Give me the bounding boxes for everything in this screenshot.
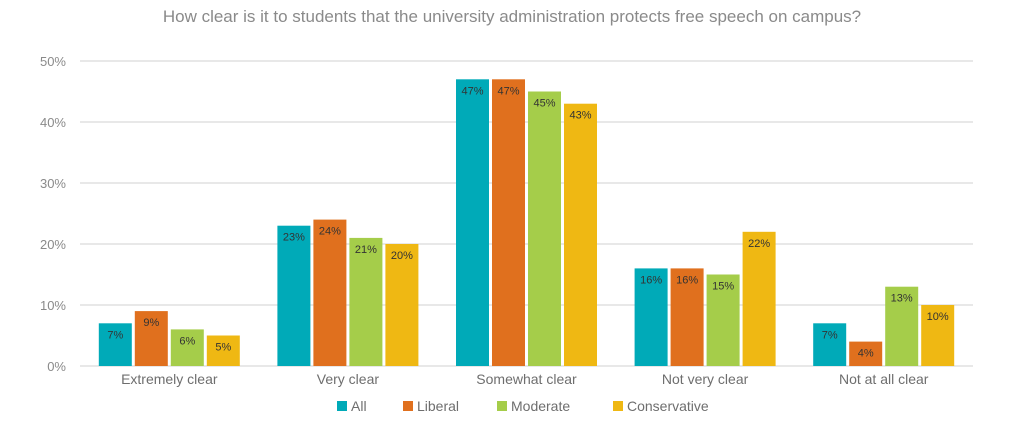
legend-label: Conservative	[627, 398, 709, 414]
bar	[170, 329, 204, 366]
y-tick-label: 10%	[40, 298, 66, 313]
bar	[813, 323, 847, 366]
bar	[277, 225, 311, 366]
data-label: 22%	[748, 238, 770, 250]
data-label: 21%	[355, 244, 377, 256]
bar	[134, 311, 168, 366]
data-label: 13%	[891, 293, 913, 305]
bar	[313, 219, 347, 366]
data-label: 6%	[179, 335, 195, 347]
data-label: 10%	[927, 311, 949, 323]
y-tick-label: 30%	[40, 176, 66, 191]
bar	[921, 305, 955, 366]
x-category-label: Not at all clear	[839, 371, 929, 387]
legend-label: Moderate	[511, 398, 570, 414]
data-label: 4%	[858, 348, 874, 360]
y-tick-label: 0%	[47, 359, 66, 374]
bar	[456, 79, 489, 367]
data-label: 5%	[215, 342, 231, 354]
bar	[706, 274, 740, 366]
bar	[849, 341, 883, 366]
chart-title: How clear is it to students that the uni…	[163, 7, 861, 26]
bar	[634, 268, 668, 366]
bar	[742, 231, 776, 366]
bar	[349, 237, 383, 366]
x-category-label: Not very clear	[662, 371, 749, 387]
legend-swatch	[337, 401, 347, 411]
bar	[385, 244, 419, 366]
bar	[98, 323, 132, 366]
bar	[564, 103, 597, 366]
bar	[885, 286, 919, 366]
data-label: 24%	[319, 226, 341, 238]
data-label: 45%	[533, 98, 555, 110]
legend-swatch	[497, 401, 507, 411]
data-label: 7%	[107, 329, 123, 341]
data-label: 16%	[640, 274, 662, 286]
legend-swatch	[403, 401, 413, 411]
data-label: 47%	[461, 85, 483, 97]
x-category-label: Very clear	[317, 371, 380, 387]
data-label: 16%	[676, 274, 698, 286]
data-label: 47%	[497, 85, 519, 97]
legend-label: Liberal	[417, 398, 459, 414]
bar	[492, 79, 525, 367]
bar	[206, 335, 240, 366]
legend-swatch	[613, 401, 623, 411]
data-label: 9%	[143, 317, 159, 329]
y-tick-label: 40%	[40, 115, 66, 130]
data-label: 43%	[569, 110, 591, 122]
legend-label: All	[351, 398, 367, 414]
data-label: 7%	[822, 329, 838, 341]
y-tick-label: 20%	[40, 237, 66, 252]
bar	[528, 91, 561, 366]
data-label: 20%	[391, 250, 413, 262]
x-category-label: Extremely clear	[121, 371, 218, 387]
x-category-label: Somewhat clear	[476, 371, 577, 387]
data-label: 15%	[712, 281, 734, 293]
y-tick-label: 50%	[40, 54, 66, 69]
data-label: 23%	[283, 232, 305, 244]
bar	[670, 268, 704, 366]
